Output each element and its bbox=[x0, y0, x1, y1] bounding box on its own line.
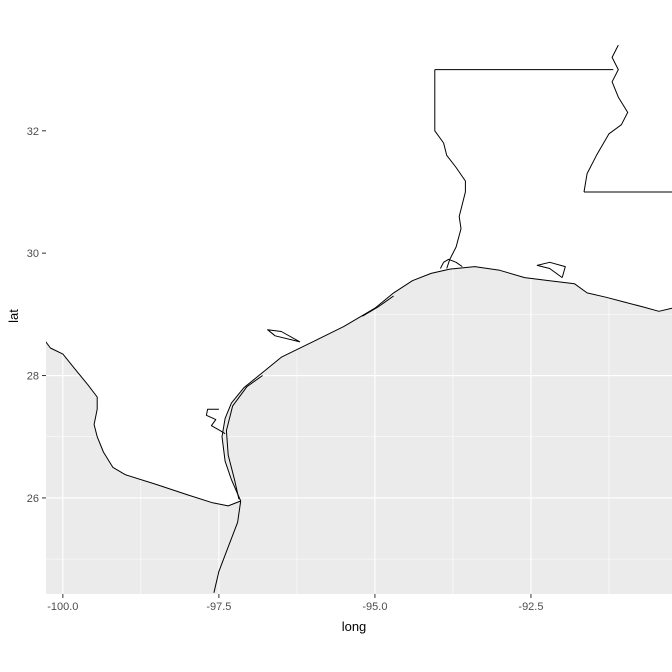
galveston-island-line bbox=[362, 295, 394, 317]
x-tick-label: -97.5 bbox=[206, 601, 231, 613]
axes: -100.0 -97.5 -95.0 -92.5 26 28 30 32 bbox=[27, 126, 544, 613]
y-tick-label: 32 bbox=[27, 126, 39, 138]
land-area bbox=[46, 39, 672, 506]
x-tick-label: -100.0 bbox=[47, 601, 78, 613]
bay-inlets-tx-line bbox=[205, 408, 226, 435]
texas-mainland-coast-line bbox=[221, 266, 672, 502]
map-outlines bbox=[46, 44, 672, 593]
x-axis-title: long bbox=[342, 619, 367, 634]
y-axis-title: lat bbox=[6, 309, 21, 323]
sabine-lake-line bbox=[439, 258, 463, 269]
mississippi-river-line bbox=[583, 44, 629, 193]
y-tick-label: 28 bbox=[27, 371, 39, 383]
y-tick-label: 26 bbox=[27, 493, 39, 505]
x-tick-label: -92.5 bbox=[518, 601, 543, 613]
padre-island-line bbox=[225, 375, 263, 500]
texas-louisiana-border-line bbox=[434, 69, 466, 269]
matagorda-bay-line bbox=[267, 329, 301, 343]
vermilion-bay-line bbox=[536, 261, 566, 279]
mexico-border-line bbox=[46, 341, 241, 507]
rio-grande-south-line bbox=[213, 500, 242, 593]
y-tick-label: 30 bbox=[27, 248, 39, 260]
x-tick-label: -95.0 bbox=[362, 601, 387, 613]
